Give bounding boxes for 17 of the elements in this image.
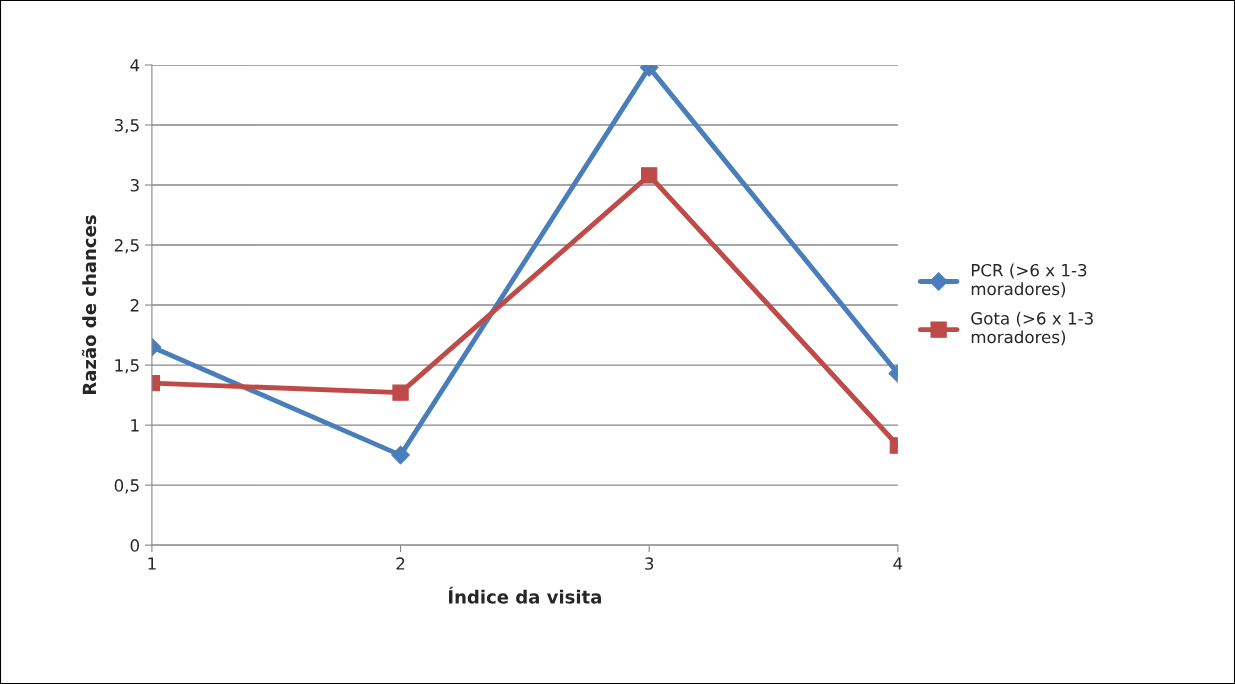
- legend-label: Gota (>6 x 1-3 moradores): [971, 311, 1093, 346]
- y-tick-label: 3: [130, 178, 139, 192]
- y-axis-title: Razão de chances: [81, 215, 97, 395]
- y-tick-label: 1: [131, 419, 139, 432]
- x-tick-label: 1: [148, 557, 156, 570]
- legend-label: PCR (>6 x 1-3 moradores): [971, 263, 1087, 298]
- y-tick-label: 3,5: [114, 118, 139, 134]
- y-tick-label: 2: [130, 299, 139, 312]
- y-tick-label: 1,5: [115, 359, 139, 374]
- y-tick-label: 0: [130, 539, 139, 552]
- x-tick-label: 4: [893, 557, 903, 570]
- x-tick-label: 2: [396, 557, 405, 570]
- y-tick-label: 0,5: [114, 479, 139, 494]
- x-axis-title: Índice da visita: [449, 586, 601, 604]
- y-tick-label: 2,5: [114, 239, 139, 254]
- x-tick-label: 3: [645, 557, 654, 570]
- y-tick-label: 4: [130, 59, 140, 72]
